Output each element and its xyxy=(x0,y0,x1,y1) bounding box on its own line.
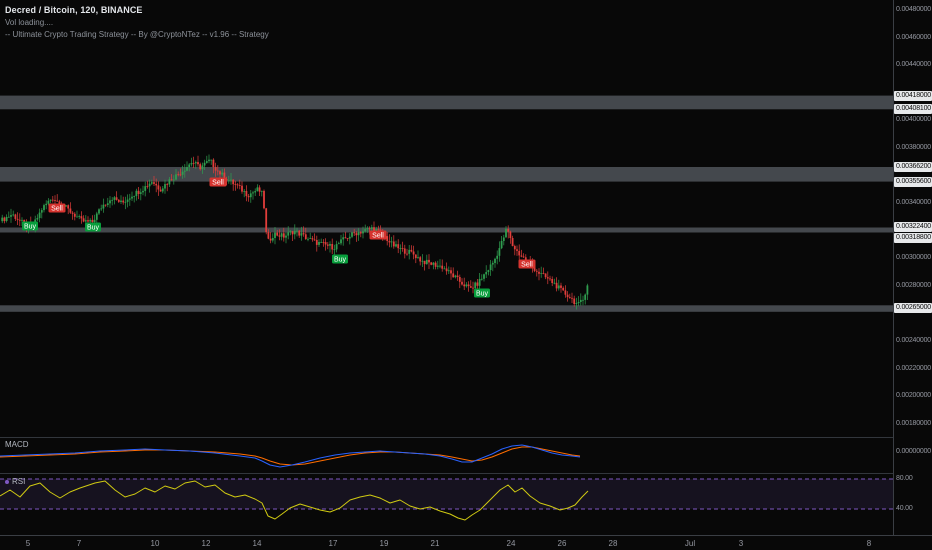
svg-text:Sell: Sell xyxy=(521,262,533,269)
time-tick-label: 12 xyxy=(201,539,211,548)
rsi-pane-label-text: RSI xyxy=(12,477,26,486)
symbol-title[interactable]: Decred / Bitcoin, 120, BINANCE xyxy=(5,5,143,15)
svg-text:Buy: Buy xyxy=(476,291,489,298)
price-level-label: 0.00408100 xyxy=(894,104,932,114)
sell-marker: Sell xyxy=(209,177,227,187)
buy-marker: Buy xyxy=(332,254,348,264)
svg-text:Sell: Sell xyxy=(51,206,63,213)
buy-marker: Buy xyxy=(85,222,101,232)
volume-status: Vol loading.... xyxy=(5,18,54,27)
price-tick-label: 80.00 xyxy=(896,475,913,482)
time-tick-label: 3 xyxy=(738,539,744,548)
time-tick-label: 24 xyxy=(506,539,516,548)
svg-text:Buy: Buy xyxy=(334,257,347,264)
price-tick-label: 0.00180000 xyxy=(896,420,931,427)
price-tick-label: 40.00 xyxy=(896,505,913,512)
time-tick-label: 8 xyxy=(866,539,872,548)
macd-series xyxy=(0,444,581,468)
rsi-pane-separator xyxy=(0,473,932,474)
time-tick-label: Jul xyxy=(684,539,696,548)
rsi-pane-label[interactable]: RSI xyxy=(5,477,25,486)
rsi-indicator-dot xyxy=(5,479,9,484)
time-tick-label: 14 xyxy=(252,539,262,548)
price-level-label: 0.00418000 xyxy=(894,91,932,101)
price-tick-label: 0.00300000 xyxy=(896,254,931,261)
strategy-title[interactable]: -- Ultimate Crypto Trading Strategy -- B… xyxy=(5,30,269,39)
svg-text:Sell: Sell xyxy=(212,180,224,187)
macd-pane-separator xyxy=(0,437,932,438)
price-tick-label: 0.00480000 xyxy=(896,6,931,13)
sell-marker: Sell xyxy=(48,203,66,213)
price-tick-label: 0.00460000 xyxy=(896,34,931,41)
time-tick-label: 10 xyxy=(150,539,160,548)
svg-text:Sell: Sell xyxy=(372,233,384,240)
macd-pane-label[interactable]: MACD xyxy=(5,440,29,449)
price-tick-label: 0.00240000 xyxy=(896,337,931,344)
time-tick-label: 28 xyxy=(608,539,618,548)
time-tick-label: 21 xyxy=(430,539,440,548)
buy-marker: Buy xyxy=(474,288,490,298)
candlestick-series xyxy=(1,154,589,310)
support-resistance-bands xyxy=(0,95,893,312)
sell-marker: Sell xyxy=(518,259,536,269)
price-tick-label: 0.00380000 xyxy=(896,144,931,151)
time-tick-label: 19 xyxy=(379,539,389,548)
chart-legend: Decred / Bitcoin, 120, BINANCE Vol loadi… xyxy=(5,5,269,39)
time-tick-label: 26 xyxy=(557,539,567,548)
price-tick-label: 0.00440000 xyxy=(896,61,931,68)
price-tick-label: 0.00340000 xyxy=(896,199,931,206)
price-tick-label: 0.00220000 xyxy=(896,365,931,372)
price-level-label: 0.00322400 xyxy=(894,222,932,232)
time-axis[interactable]: 5 7 10 12 14 17 19 21 24 26 28 Jul 3 8 xyxy=(0,535,932,550)
price-level-label: 0.00318800 xyxy=(894,233,932,243)
price-tick-label: 0.00280000 xyxy=(896,282,931,289)
price-level-label: 0.00265000 xyxy=(894,303,932,313)
price-level-label: 0.00355600 xyxy=(894,177,932,187)
price-level-label: 0.00366200 xyxy=(894,162,932,172)
time-tick-label: 7 xyxy=(76,539,82,548)
buy-marker: Buy xyxy=(22,221,38,231)
price-axis[interactable]: 0.00480000 0.00460000 0.00440000 0.00418000… xyxy=(893,0,932,535)
trade-markers: Buy Sell Buy Sell Buy Sell Buy Sell xyxy=(22,177,536,298)
price-tick-label: 0.00400000 xyxy=(896,116,931,123)
price-tick-label: 0.00000000 xyxy=(896,448,931,455)
sell-marker: Sell xyxy=(369,230,387,240)
chart-canvas[interactable]: Buy Sell Buy Sell Buy Sell Buy Sell xyxy=(0,0,893,535)
price-tick-label: 0.00200000 xyxy=(896,392,931,399)
svg-text:Buy: Buy xyxy=(24,224,37,231)
svg-text:Buy: Buy xyxy=(87,225,100,232)
rsi-series xyxy=(0,478,893,521)
time-tick-label: 17 xyxy=(328,539,338,548)
time-tick-label: 5 xyxy=(25,539,31,548)
